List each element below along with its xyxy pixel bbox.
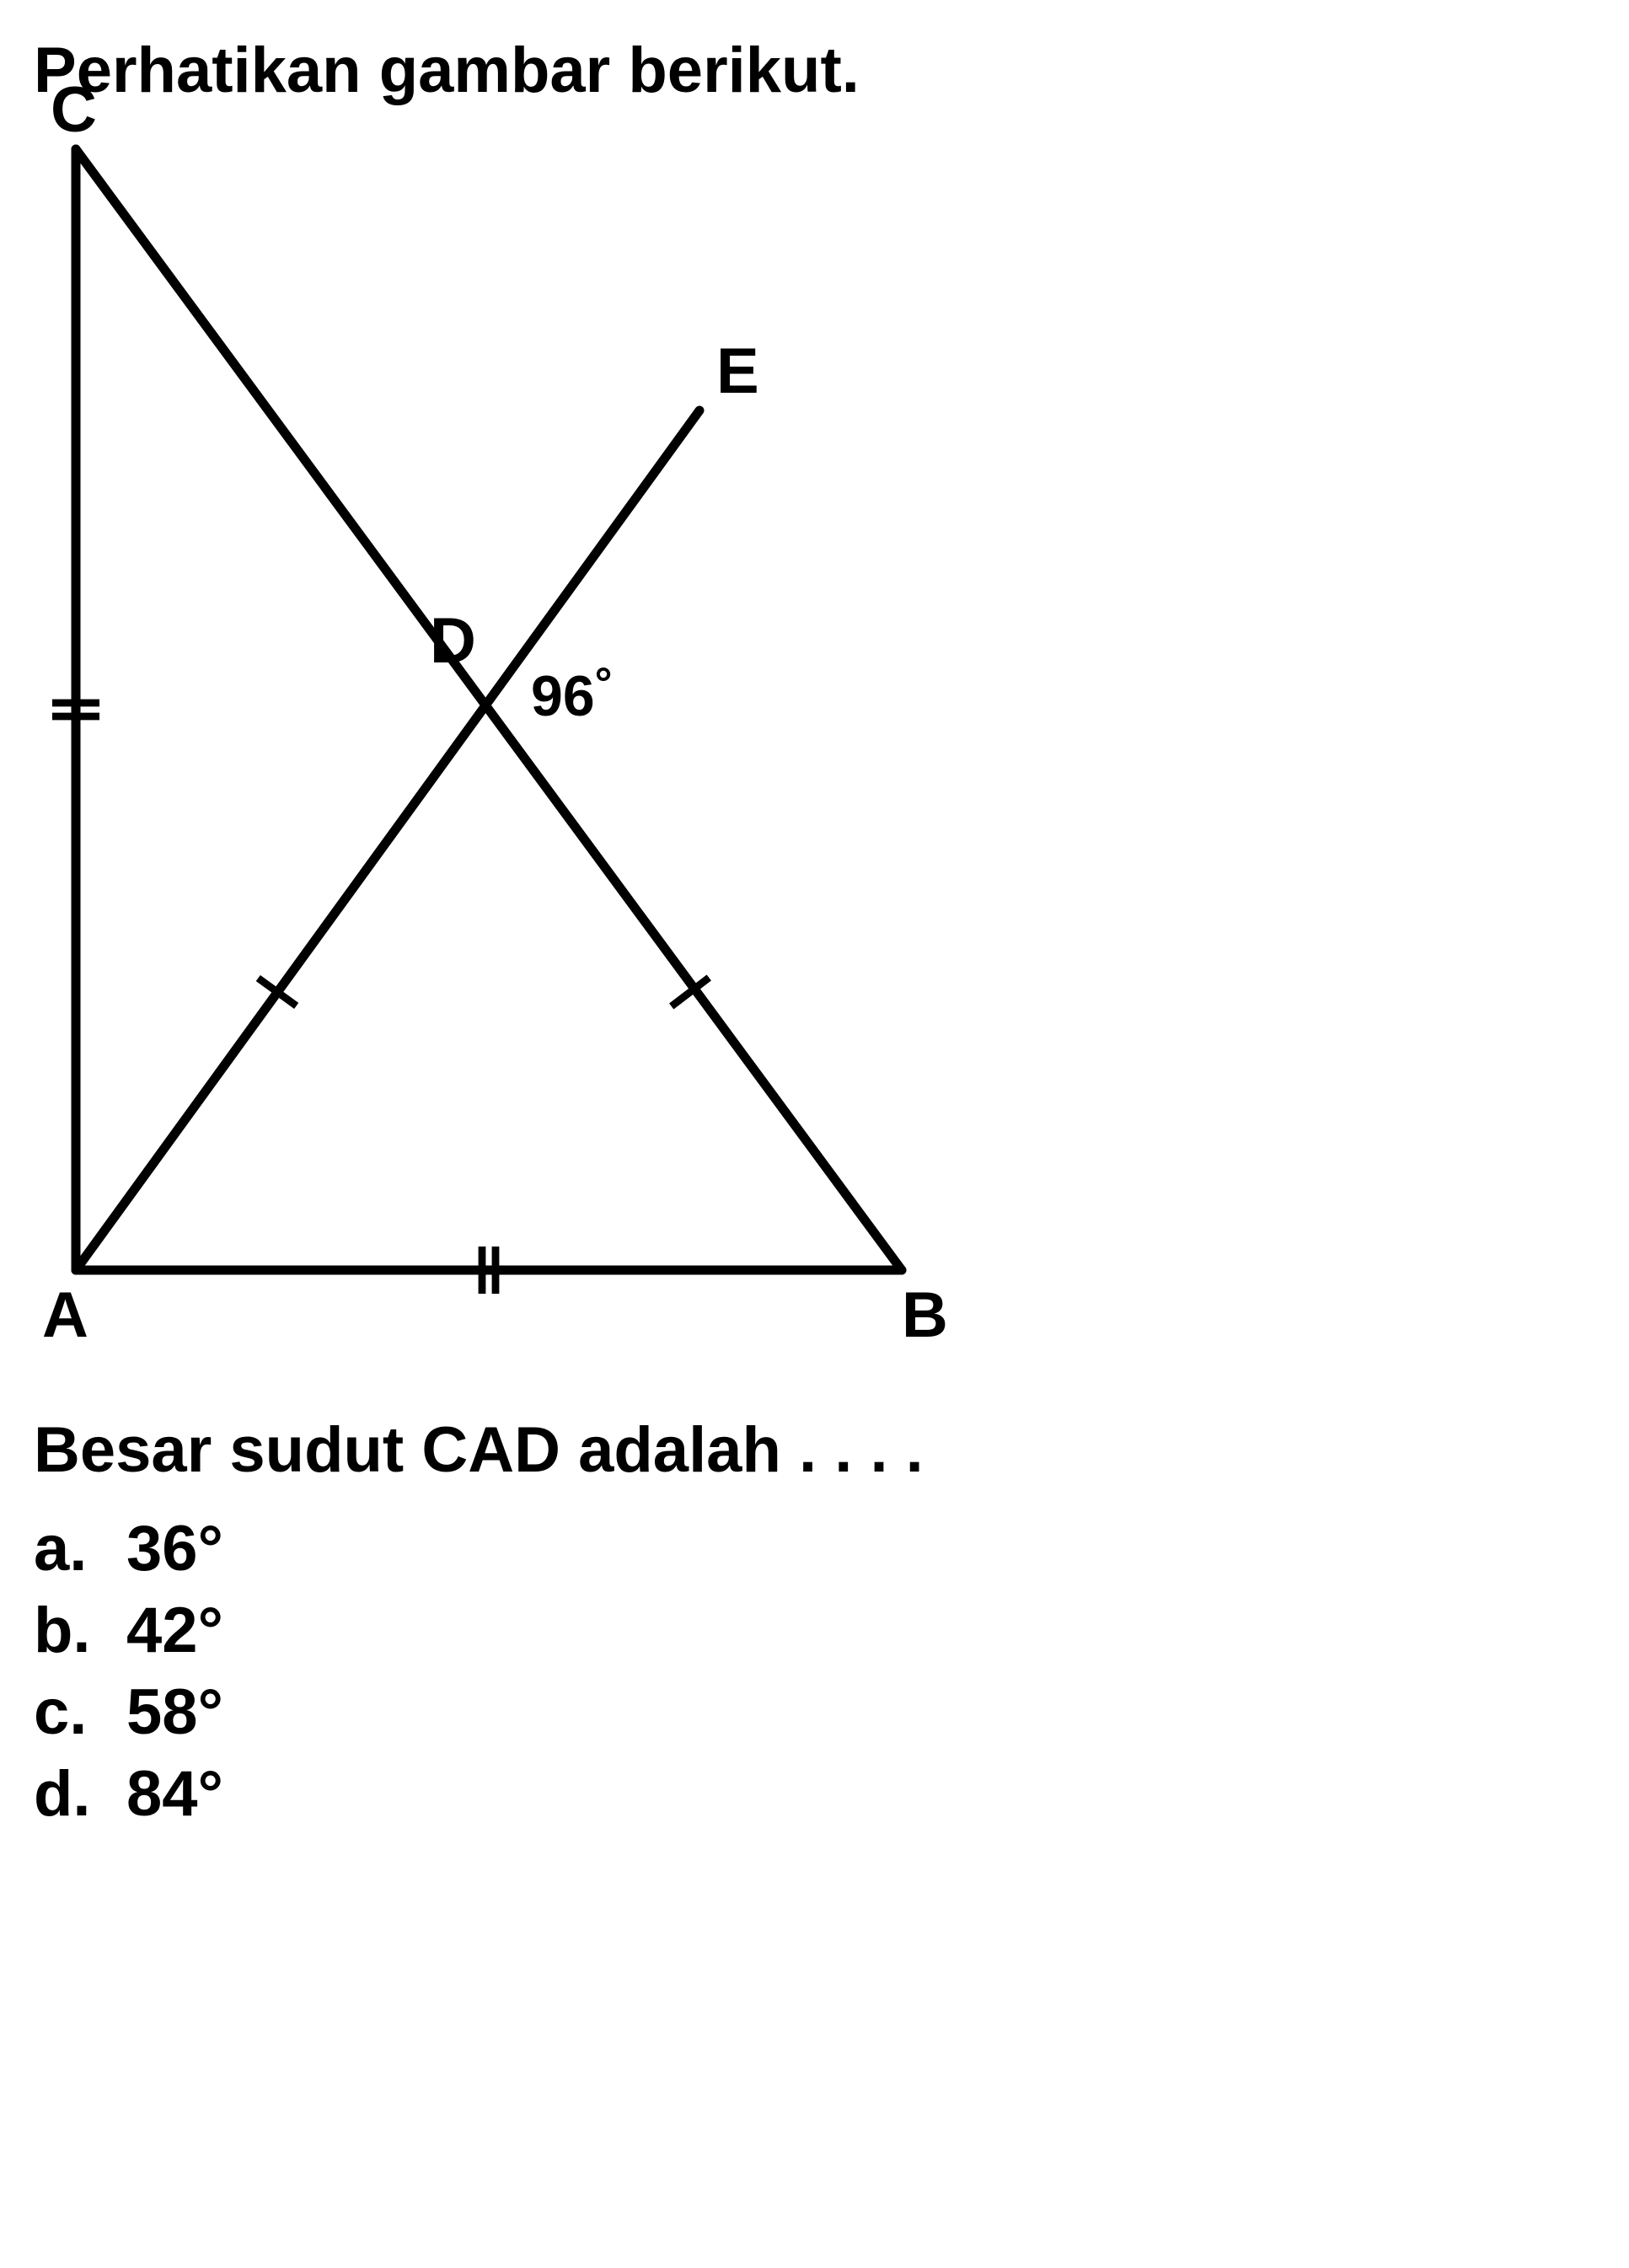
option-value: 36° [126, 1512, 223, 1585]
option-letter: b. [34, 1594, 126, 1667]
question-text: Besar sudut CAD adalah . . . . [34, 1413, 1595, 1487]
angle-label: 96° [531, 663, 612, 729]
figure-svg [51, 141, 978, 1363]
option-value: 84° [126, 1757, 223, 1831]
option-letter: c. [34, 1676, 126, 1749]
vertex-d-label: D [430, 604, 476, 678]
vertex-a-label: A [42, 1279, 88, 1352]
option-row: c.58° [34, 1676, 1595, 1749]
option-value: 58° [126, 1676, 223, 1749]
option-letter: d. [34, 1757, 126, 1831]
option-row: a.36° [34, 1512, 1595, 1585]
vertex-c-label: C [51, 73, 97, 147]
geometry-figure: C E D A B 96° [51, 141, 978, 1363]
option-letter: a. [34, 1512, 126, 1585]
question-title: Perhatikan gambar berikut. [34, 34, 1595, 107]
vertex-e-label: E [716, 335, 759, 408]
options-list: a.36°b.42°c.58°d.84° [34, 1512, 1595, 1831]
option-row: b.42° [34, 1594, 1595, 1667]
vertex-b-label: B [902, 1279, 948, 1352]
option-value: 42° [126, 1594, 223, 1667]
option-row: d.84° [34, 1757, 1595, 1831]
